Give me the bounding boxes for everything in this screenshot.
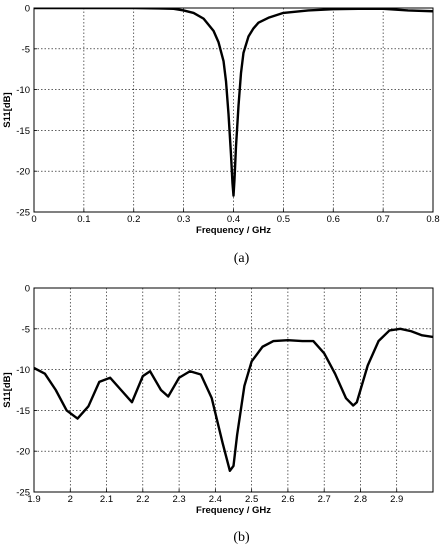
- plot-frame: [33, 287, 434, 493]
- x-tick-label: 0.4: [227, 214, 240, 225]
- x-tick-label: 0.8: [426, 214, 439, 225]
- x-tick-label: 0.3: [177, 214, 190, 225]
- y-axis-label: S11[dB]: [2, 372, 13, 407]
- y-tick-label: -25: [16, 488, 30, 499]
- x-tick-label: 0.6: [327, 214, 340, 225]
- x-tick-label: 0: [31, 214, 36, 225]
- x-tick-label: 2.1: [100, 494, 113, 505]
- y-tick-label: 0: [25, 284, 30, 295]
- chart-a: 0 0.1 0.2 0.3 0.4 0.5 0.6 0.7 0.8 -25 -20 -15 -10 -5 0…: [2, 4, 440, 267]
- x-tick-label: 0.7: [377, 214, 390, 225]
- x-tick-label: 0.5: [277, 214, 290, 225]
- x-axis-label: Frequency / GHz: [196, 505, 271, 516]
- figure-caption: (b): [233, 530, 250, 545]
- x-tick-label: 2.9: [390, 494, 403, 505]
- y-tick-label: -15: [16, 126, 30, 137]
- x-tick-label: 2.5: [245, 494, 258, 505]
- x-axis-label: Frequency / GHz: [196, 225, 271, 236]
- y-tick-label: -25: [16, 208, 30, 219]
- y-tick-label: -10: [16, 85, 30, 96]
- x-tick-label: 2.3: [172, 494, 185, 505]
- x-tick-label: 2.8: [354, 494, 367, 505]
- y-tick-label: -10: [16, 365, 30, 376]
- x-tick-label: 2.7: [318, 494, 331, 505]
- x-tick-label: 2.6: [281, 494, 294, 505]
- y-tick-label: -15: [16, 406, 30, 417]
- y-tick-label: -20: [16, 447, 30, 458]
- x-tick-label: 0.1: [77, 214, 90, 225]
- y-tick-label: 0: [25, 4, 30, 15]
- figure-caption: (a): [234, 251, 250, 266]
- chart-b: 1.9 2 2.1 2.2 2.3 2.4 2.5 2.6 2.7 2.8 2.9 -25 -20 -15…: [2, 284, 434, 545]
- x-tick-label: 2.2: [136, 494, 149, 505]
- y-axis-label: S11[dB]: [2, 92, 13, 127]
- x-tick-label: 2: [68, 494, 73, 505]
- y-tick-label: -5: [22, 324, 30, 335]
- x-tick-label: 1.9: [27, 494, 40, 505]
- s11-series-line: [34, 8, 433, 197]
- s11-series-line: [34, 327, 433, 472]
- x-tick-label: 0.2: [127, 214, 140, 225]
- y-tick-label: -5: [22, 44, 30, 55]
- x-tick-label: 2.4: [209, 494, 222, 505]
- y-tick-label: -20: [16, 167, 30, 178]
